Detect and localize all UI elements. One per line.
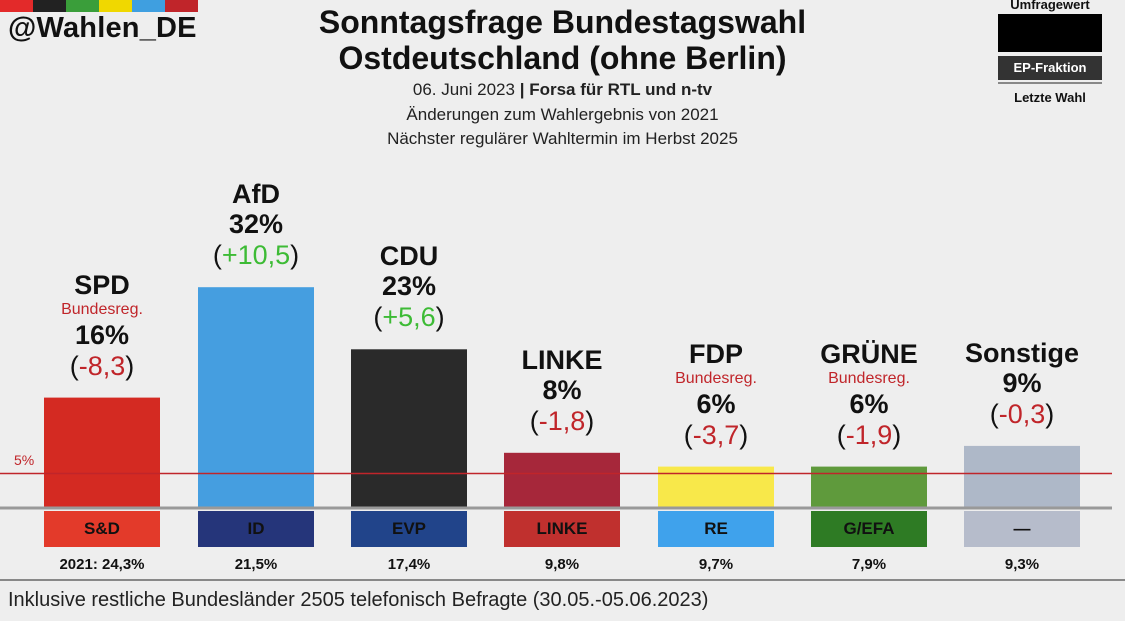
percent-label: 9% — [1002, 367, 1042, 398]
change-label: (-3,7) — [683, 419, 749, 450]
brand-color-block — [66, 0, 99, 12]
change-note: Änderungen zum Wahlergebnis von 2021 — [406, 105, 719, 124]
threshold-label: 5% — [14, 452, 35, 468]
percent-label: 6% — [696, 388, 736, 419]
bar-sonstige — [964, 445, 1080, 508]
change-label: (+10,5) — [212, 240, 300, 271]
ep-faction-label: S&D — [44, 511, 160, 547]
pollster-name: Forsa für RTL und n-tv — [529, 80, 713, 99]
chart-title-line1: Sonntagsfrage Bundestagswahl — [318, 4, 807, 40]
party-name: LINKE — [521, 344, 603, 375]
party-name: FDP — [689, 338, 743, 369]
legend-middle-swatch: EP-Fraktion — [998, 56, 1102, 80]
party-name: AfD — [232, 179, 280, 210]
bar-label-group: Sonstige 9% (-0,3) — [947, 338, 1097, 430]
brand-color-block — [33, 0, 66, 12]
poll-info: 06. Juni 2023 | Forsa für RTL und n-tv — [0, 79, 1125, 101]
ep-faction-label: RE — [658, 511, 774, 547]
last-election-value: 9,8% — [544, 556, 580, 573]
poll-separator: | — [519, 80, 525, 99]
brand-color-strip — [0, 0, 198, 12]
legend-divider — [998, 82, 1102, 84]
bar-label-group: AfD 32% (+10,5) — [181, 179, 331, 271]
party-name: SPD — [74, 269, 130, 300]
change-label: (-8,3) — [69, 350, 135, 381]
bar-label-group: GRÜNE Bundesreg. 6% (-1,9) — [794, 339, 944, 451]
next-election-note: Nächster regulärer Wahltermin im Herbst … — [387, 129, 738, 148]
footer-divider — [0, 579, 1125, 581]
percent-label: 16% — [74, 319, 130, 350]
brand-color-block — [165, 0, 198, 12]
ep-faction-label: G/EFA — [811, 511, 927, 547]
last-election-value: 7,9% — [851, 556, 887, 573]
legend-bottom-label: Letzte Wahl — [1014, 90, 1086, 105]
bar-afd — [198, 287, 314, 508]
percent-label: 32% — [228, 209, 284, 240]
change-label: (-1,8) — [529, 405, 595, 436]
bar-label-group: FDP Bundesreg. 6% (-3,7) — [641, 339, 791, 451]
brand-color-block — [132, 0, 165, 12]
poll-date: 06. Juni 2023 — [412, 80, 515, 99]
bar-linke — [504, 452, 620, 508]
brand-color-block — [99, 0, 132, 12]
brand-color-block — [0, 0, 33, 12]
legend-top-label: Umfragewert — [1010, 0, 1090, 12]
percent-label: 6% — [849, 388, 889, 419]
party-name: GRÜNE — [820, 338, 918, 369]
legend-bar-swatch — [998, 14, 1102, 52]
government-note: Bundesreg. — [675, 369, 757, 387]
bar-label-group: LINKE 8% (-1,8) — [487, 345, 637, 437]
bar-label-group: CDU 23% (+5,6) — [334, 241, 484, 333]
ep-faction-label: — — [964, 511, 1080, 547]
percent-label: 8% — [542, 374, 582, 405]
percent-label: 23% — [381, 271, 437, 302]
bar-spd — [44, 397, 160, 508]
account-handle: @Wahlen_DE — [8, 12, 197, 44]
chart-title-line2: Ostdeutschland (ohne Berlin) — [338, 40, 787, 76]
bar-cdu — [351, 349, 467, 508]
change-label: (+5,6) — [373, 302, 445, 333]
change-label: (-1,9) — [836, 419, 902, 450]
last-election-value: 2021: 24,3% — [59, 556, 145, 573]
party-name: CDU — [379, 241, 439, 272]
legend-middle-label: EP-Fraktion — [1013, 60, 1087, 75]
party-name: Sonstige — [964, 337, 1079, 368]
last-election-value: 9,3% — [1004, 556, 1040, 573]
last-election-value: 17,4% — [387, 556, 431, 573]
change-label: (-0,3) — [989, 398, 1055, 429]
government-note: Bundesreg. — [61, 300, 143, 318]
ep-faction-label: LINKE — [504, 511, 620, 547]
legend: Umfragewert EP-Fraktion Letzte Wahl — [989, 0, 1111, 105]
government-note: Bundesreg. — [828, 369, 910, 387]
bar-label-group: SPD Bundesreg. 16% (-8,3) — [27, 270, 177, 382]
ep-faction-label: ID — [198, 511, 314, 547]
ep-faction-label: EVP — [351, 511, 467, 547]
footer-note: Inklusive restliche Bundesländer 2505 te… — [8, 589, 709, 611]
last-election-value: 21,5% — [234, 556, 278, 573]
last-election-value: 9,7% — [698, 556, 734, 573]
